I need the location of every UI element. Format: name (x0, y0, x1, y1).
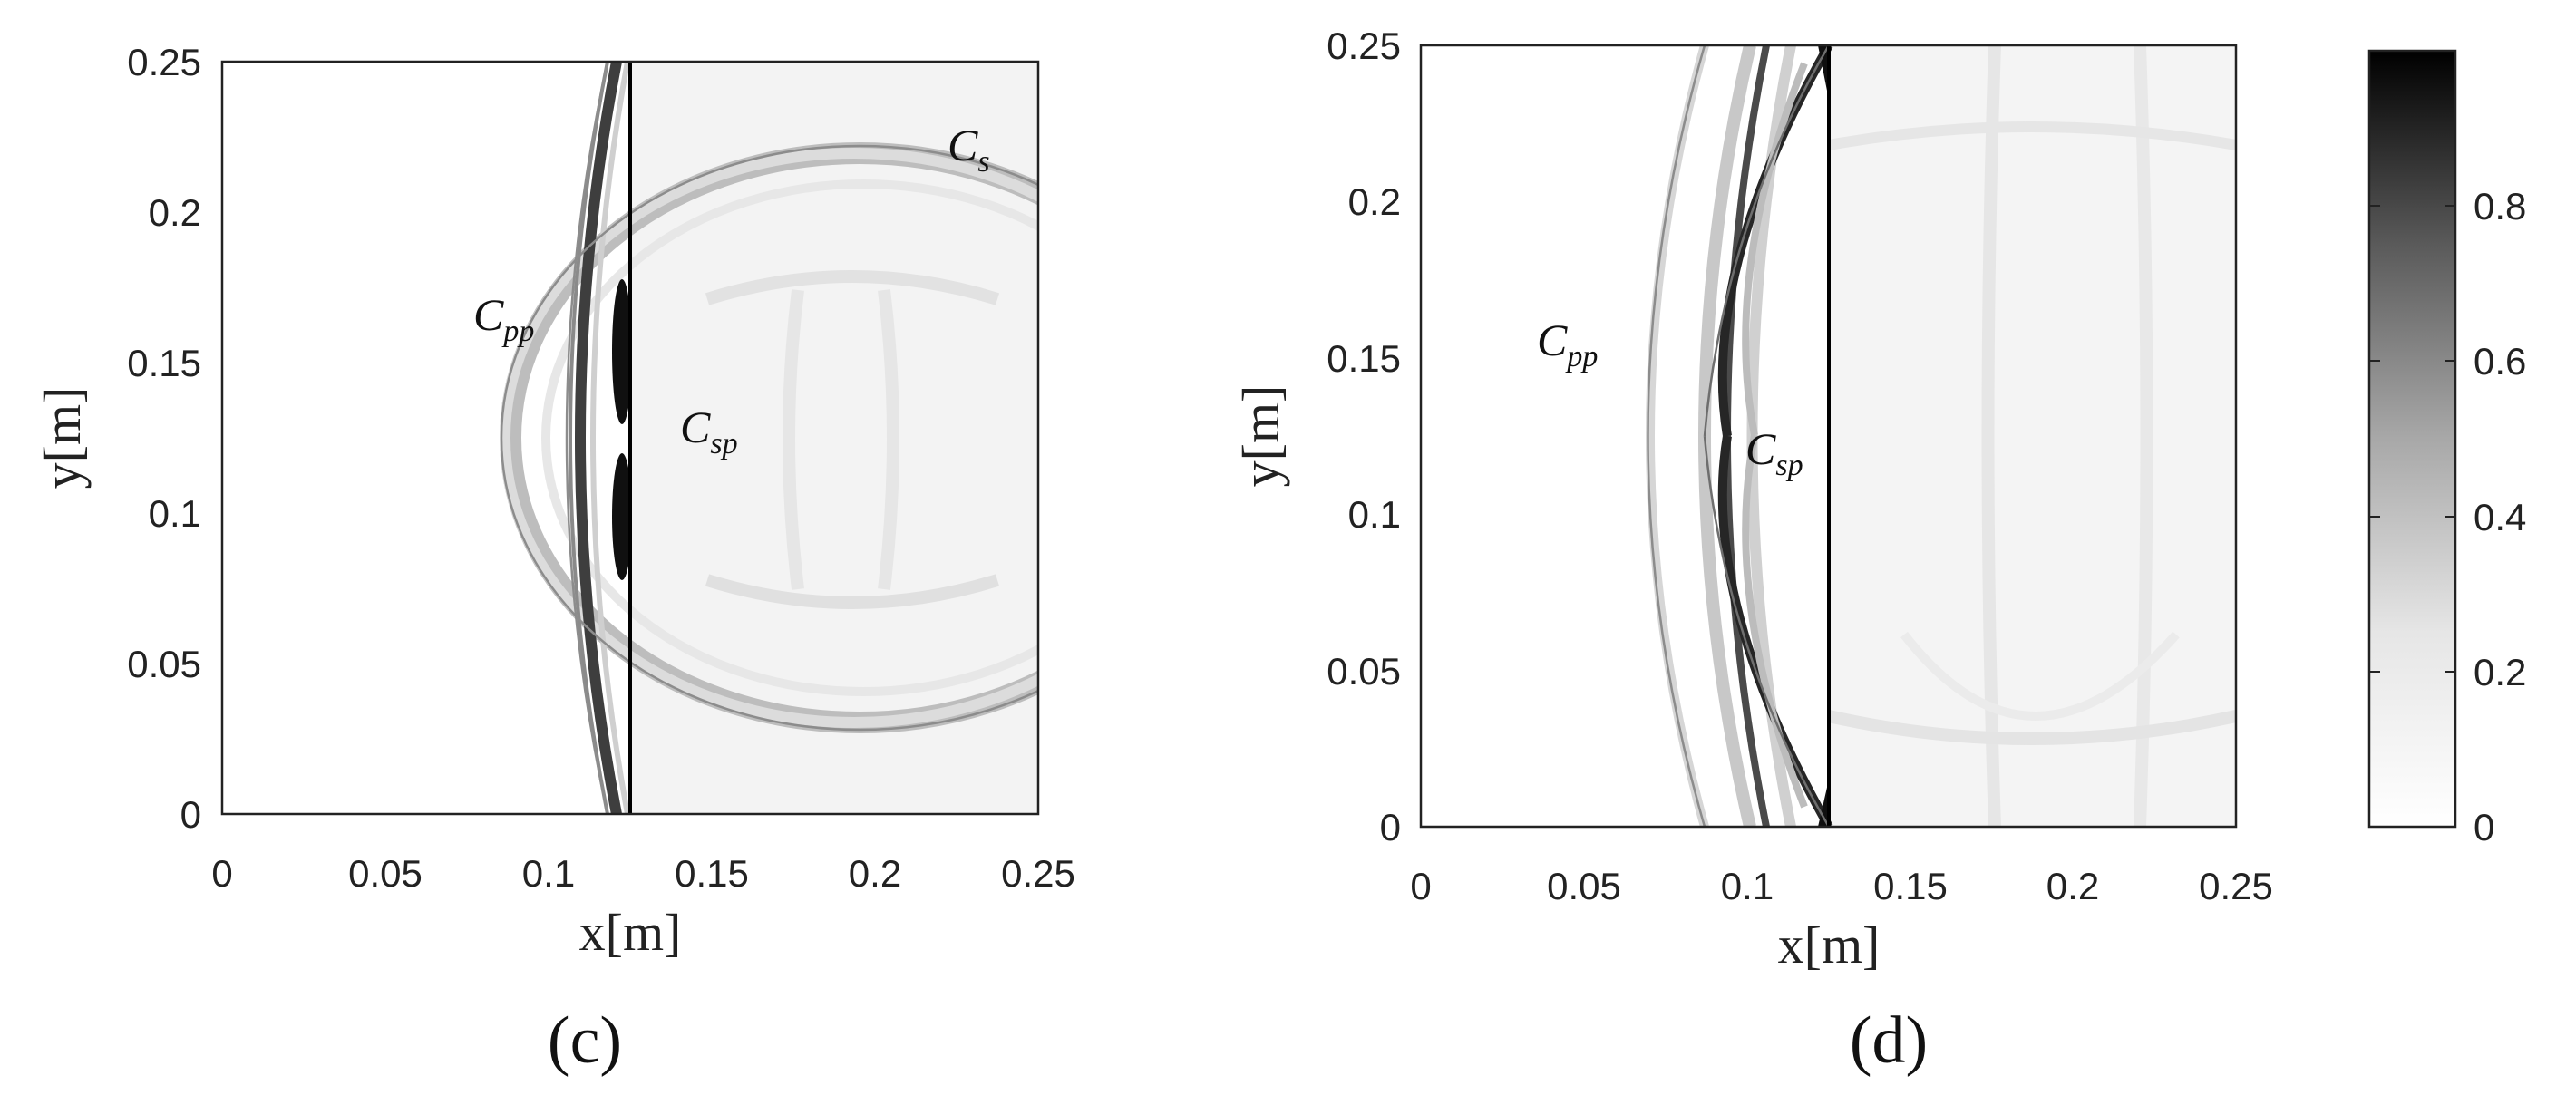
y-tick-label: 0 (180, 793, 201, 836)
x-tick-label: 0.05 (348, 852, 423, 895)
y-ticks-c: 0.25 0.2 0.15 0.1 0.05 0 (127, 41, 201, 836)
x-tick-label: 0.2 (849, 852, 901, 895)
y-tick-label: 0.2 (1348, 180, 1401, 223)
annotation-cpp-d: Cpp (1537, 315, 1598, 373)
colorbar-gradient (2367, 49, 2457, 829)
y-tick-label: 0 (1380, 806, 1401, 848)
annotation-cs-c: Cs (948, 120, 990, 179)
x-tick-label: 0.1 (1721, 865, 1774, 907)
y-tick-label: 0.1 (149, 492, 201, 535)
y-tick-label: 0.2 (149, 191, 201, 234)
panel-d: 0.25 0.2 0.15 0.1 0.05 0 0 0.05 0.1 0.15… (1231, 24, 2526, 1078)
y-tick-label: 0.25 (127, 41, 201, 83)
x-axis-label-c: x[m] (579, 903, 682, 962)
y-tick-label: 0.05 (127, 643, 201, 685)
y-tick-label: 0.05 (1327, 650, 1401, 693)
y-tick-label: 0.1 (1348, 493, 1401, 536)
x-tick-label: 0.15 (1873, 865, 1948, 907)
annotation-csp-c: Csp (680, 402, 738, 460)
x-tick-label: 0.25 (1001, 852, 1075, 895)
x-ticks-d: 0 0.05 0.1 0.15 0.2 0.25 (1410, 865, 2273, 907)
field-c (500, 62, 1038, 814)
panel-c: 0.25 0.2 0.15 0.1 0.05 0 0 0.05 0.1 0.15… (33, 41, 1075, 1078)
colorbar-ticks (2369, 205, 2455, 673)
x-tick-label: 0.1 (522, 852, 575, 895)
x-axis-label-d: x[m] (1778, 916, 1881, 974)
y-axis-label-d: y[m] (1231, 385, 1290, 488)
field-d (1646, 45, 2236, 827)
y-tick-label: 0.25 (1327, 24, 1401, 67)
annotation-cpp-c: Cpp (473, 289, 534, 348)
y-tick-label: 0.15 (1327, 337, 1401, 380)
panel-label-d: (d) (1850, 1003, 1928, 1078)
colorbar-tick-label: 0.4 (2474, 496, 2526, 538)
colorbar: 0.8 0.6 0.4 0.2 0 (2367, 49, 2526, 848)
colorbar-tick-label: 0.2 (2474, 651, 2526, 693)
x-tick-label: 0.05 (1547, 865, 1621, 907)
x-ticks-c: 0 0.05 0.1 0.15 0.2 0.25 (211, 852, 1075, 895)
x-tick-label: 0.2 (2046, 865, 2099, 907)
colorbar-tick-label: 0.8 (2474, 185, 2526, 228)
x-tick-label: 0 (211, 852, 232, 895)
colorbar-tick-label: 0 (2474, 806, 2494, 848)
panel-label-c: (c) (548, 1003, 622, 1078)
x-tick-label: 0 (1410, 865, 1431, 907)
y-tick-label: 0.15 (127, 342, 201, 384)
axes-frame-d (1419, 44, 2238, 829)
x-tick-label: 0.15 (675, 852, 749, 895)
colorbar-tick-label: 0.6 (2474, 340, 2526, 383)
y-ticks-d: 0.25 0.2 0.15 0.1 0.05 0 (1327, 24, 1401, 848)
x-tick-label: 0.25 (2199, 865, 2273, 907)
annotation-csp-d: Csp (1745, 423, 1803, 482)
axes-frame-c (220, 60, 1040, 816)
y-axis-label-c: y[m] (33, 387, 92, 489)
